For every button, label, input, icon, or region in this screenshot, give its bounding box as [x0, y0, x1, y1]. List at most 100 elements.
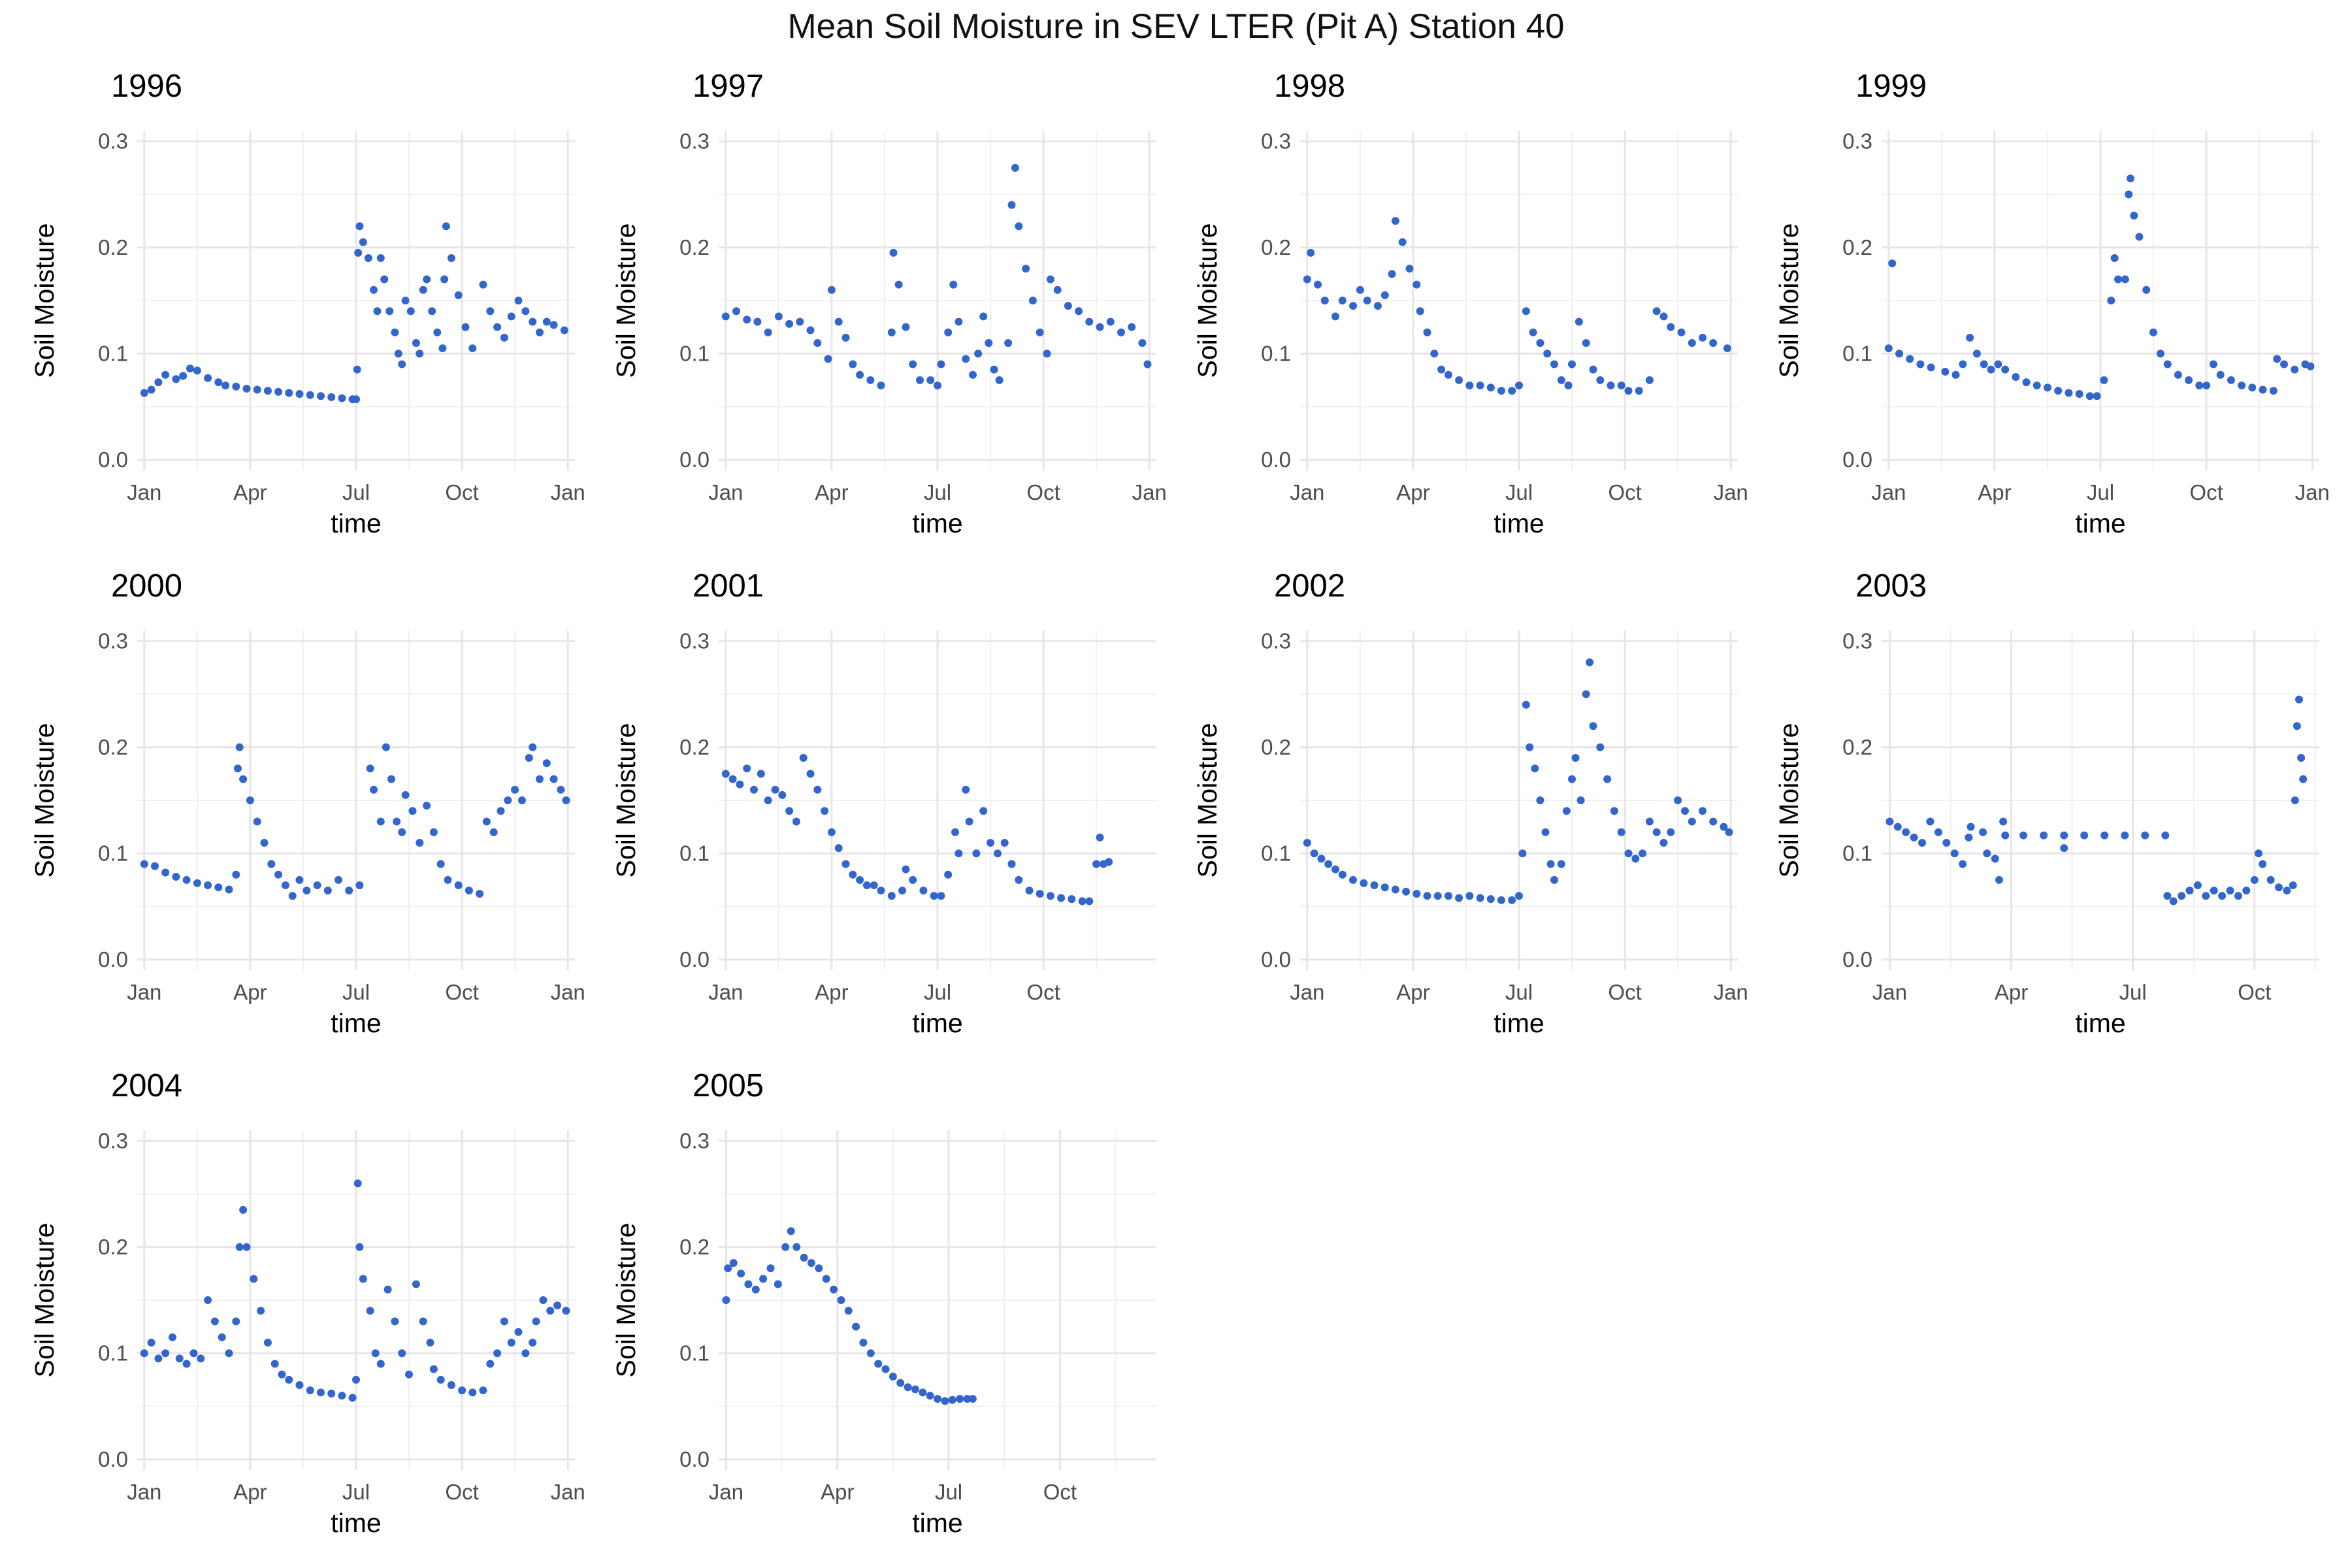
data-point [759, 1275, 768, 1283]
data-point [774, 1280, 782, 1288]
y-axis-title: Soil Moisture [611, 223, 641, 378]
x-tick-label: Jul [2087, 480, 2114, 504]
data-point [728, 775, 737, 783]
data-point [1349, 875, 1357, 884]
data-point [2174, 370, 2182, 379]
x-axis-title: time [2075, 508, 2125, 538]
data-point [1497, 387, 1505, 395]
data-point [799, 754, 808, 762]
data-point [562, 796, 570, 804]
x-tick-label: Jan [1290, 980, 1324, 1004]
data-point [1652, 307, 1661, 316]
data-point [1709, 817, 1718, 826]
x-tick-label: Apr [1995, 980, 2028, 1004]
data-point [993, 849, 1002, 858]
data-point [2299, 775, 2308, 783]
data-point [1317, 855, 1326, 863]
data-point [1999, 817, 2008, 826]
y-tick-label: 0.0 [679, 448, 710, 472]
x-tick-label: Jan [1290, 480, 1324, 504]
data-point [373, 307, 382, 316]
data-point [553, 1301, 561, 1310]
data-point [2156, 350, 2164, 358]
data-point [1927, 363, 1935, 372]
data-point [1092, 860, 1101, 868]
data-point [778, 791, 787, 799]
y-tick-label: 0.3 [679, 629, 710, 653]
y-tick-label: 0.2 [1261, 235, 1291, 259]
data-point [232, 1317, 240, 1326]
data-point [468, 344, 477, 353]
data-point [1635, 387, 1643, 395]
data-point [1966, 333, 1974, 342]
y-tick-label: 0.0 [98, 448, 128, 472]
x-tick-label: Jan [1714, 980, 1748, 1004]
data-point [398, 1349, 406, 1358]
data-point [398, 360, 406, 368]
data-point [2293, 722, 2301, 730]
data-point [394, 350, 402, 358]
data-point [1723, 344, 1731, 353]
data-point [514, 297, 523, 304]
data-point [1902, 828, 1910, 836]
x-tick-label: Jul [935, 1480, 962, 1504]
data-point [1497, 896, 1505, 904]
data-point [934, 382, 941, 389]
data-point [454, 881, 463, 889]
data-point [1356, 286, 1364, 294]
x-tick-label: Jan [709, 1480, 743, 1504]
data-point [412, 1280, 420, 1288]
data-point [306, 391, 314, 399]
data-point [549, 775, 558, 783]
data-point [904, 1383, 912, 1392]
data-point [401, 791, 410, 799]
data-point [898, 887, 906, 895]
data-point [235, 743, 244, 751]
data-point [955, 849, 963, 858]
data-point [870, 881, 878, 889]
data-point [1918, 839, 1926, 847]
y-axis-title: Soil Moisture [611, 723, 641, 878]
data-point [1910, 833, 1918, 841]
data-point [1416, 307, 1424, 316]
data-point [536, 775, 544, 783]
data-point [1596, 376, 1605, 384]
data-point [1541, 828, 1550, 836]
data-point [806, 326, 815, 335]
data-point [792, 817, 800, 826]
major-grid [137, 131, 575, 470]
data-point [500, 333, 508, 342]
data-point [539, 1296, 547, 1304]
data-point [518, 796, 526, 804]
data-point [193, 879, 201, 887]
data-point [364, 254, 372, 262]
data-point [2178, 892, 2186, 900]
x-tick-label: Jul [1505, 980, 1533, 1004]
data-point [327, 1390, 336, 1397]
data-point [1965, 833, 1973, 841]
data-point [338, 1392, 346, 1400]
data-point [1550, 360, 1558, 368]
minor-grid [719, 1130, 1156, 1470]
data-point [974, 350, 983, 358]
x-tick-label: Oct [445, 980, 478, 1004]
data-point [2250, 875, 2259, 884]
y-tick-label: 0.1 [98, 341, 128, 365]
data-point [295, 1381, 304, 1389]
data-point [1886, 817, 1894, 826]
data-point [1096, 833, 1104, 841]
data-point [511, 785, 519, 794]
data-point [2297, 754, 2306, 762]
data-point [948, 1396, 956, 1404]
data-point [837, 1296, 845, 1304]
data-point [2033, 382, 2041, 389]
data-point [2163, 892, 2172, 900]
data-point [1709, 339, 1718, 347]
x-tick-label: Jul [342, 980, 370, 1004]
x-axis-title: time [2075, 1008, 2125, 1038]
data-point [1068, 895, 1076, 904]
data-point [1631, 855, 1640, 863]
x-tick-label: Jul [342, 480, 370, 504]
data-point [274, 387, 283, 396]
